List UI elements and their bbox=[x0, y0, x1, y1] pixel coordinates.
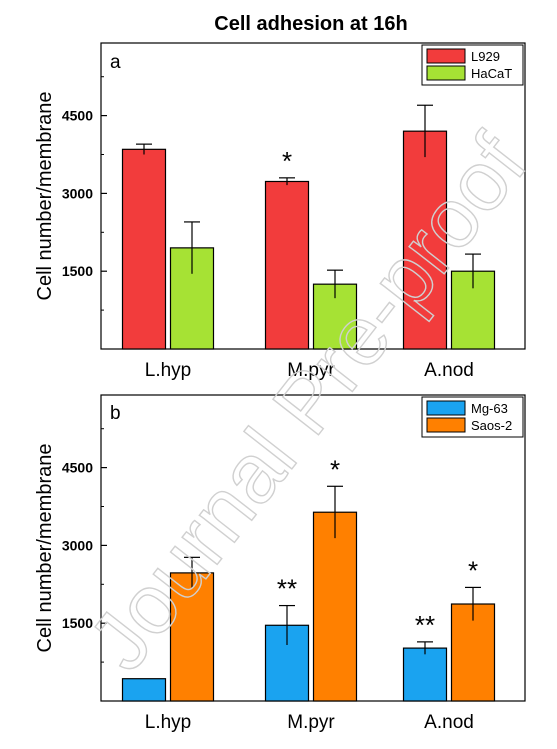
legend-label: L929 bbox=[471, 49, 500, 64]
significance-marker: ** bbox=[277, 574, 297, 604]
panel-a: a Cell number/membrane 1500 3000 4500 * L.… bbox=[34, 42, 526, 381]
bar-saos-2 bbox=[169, 572, 215, 702]
legend-swatch bbox=[426, 417, 466, 433]
category-label: M.pyr bbox=[287, 712, 335, 733]
significance-marker: ** bbox=[415, 610, 435, 640]
panel-a-label: a bbox=[110, 52, 121, 73]
category-label: L.hyp bbox=[145, 712, 191, 733]
significance-marker: * bbox=[282, 146, 292, 176]
bar-l929 bbox=[121, 148, 167, 350]
y-tick-label: 4500 bbox=[62, 108, 93, 124]
y-tick-label: 3000 bbox=[62, 185, 93, 201]
bar-saos-2 bbox=[312, 511, 358, 702]
legend-swatch bbox=[426, 48, 466, 64]
legend-label: HaCaT bbox=[471, 66, 512, 81]
panel-b-y-axis-label: Cell number/membrane bbox=[34, 444, 56, 653]
panel-b-label: b bbox=[110, 403, 121, 424]
legend-swatch bbox=[426, 65, 466, 81]
significance-marker: * bbox=[330, 454, 340, 484]
legend-label: Mg-63 bbox=[471, 401, 508, 416]
panel-b-legend: Mg-63 Saos-2 bbox=[421, 396, 524, 438]
bar-l929 bbox=[264, 180, 310, 350]
figure-title: Cell adhesion at 16h bbox=[214, 13, 407, 35]
category-label: M.pyr bbox=[287, 360, 335, 381]
bar-mg-63 bbox=[121, 678, 167, 702]
legend-label: Saos-2 bbox=[471, 418, 512, 433]
y-tick-label: 1500 bbox=[62, 263, 93, 279]
category-label: L.hyp bbox=[145, 360, 191, 381]
bar-l929 bbox=[402, 130, 448, 350]
panel-a-categories: L.hyp M.pyr A.nod bbox=[145, 360, 474, 381]
y-tick-label: 3000 bbox=[62, 537, 93, 553]
category-label: A.nod bbox=[424, 360, 474, 381]
panel-b-bars: ****** bbox=[121, 454, 496, 702]
y-tick-label: 4500 bbox=[62, 460, 93, 476]
legend-swatch bbox=[426, 400, 466, 416]
panel-b-y-ticks: 1500 3000 4500 bbox=[62, 428, 107, 663]
y-tick-label: 1500 bbox=[62, 615, 93, 631]
panel-b-categories: L.hyp M.pyr A.nod bbox=[145, 712, 474, 733]
panel-a-y-ticks: 1500 3000 4500 bbox=[62, 76, 107, 311]
significance-marker: * bbox=[468, 555, 478, 585]
category-label: A.nod bbox=[424, 712, 474, 733]
bar-mg-63 bbox=[402, 647, 448, 702]
panel-a-legend: L929 HaCaT bbox=[421, 44, 524, 86]
panel-a-y-axis-label: Cell number/membrane bbox=[34, 92, 56, 301]
panel-a-bars: * bbox=[121, 104, 496, 350]
